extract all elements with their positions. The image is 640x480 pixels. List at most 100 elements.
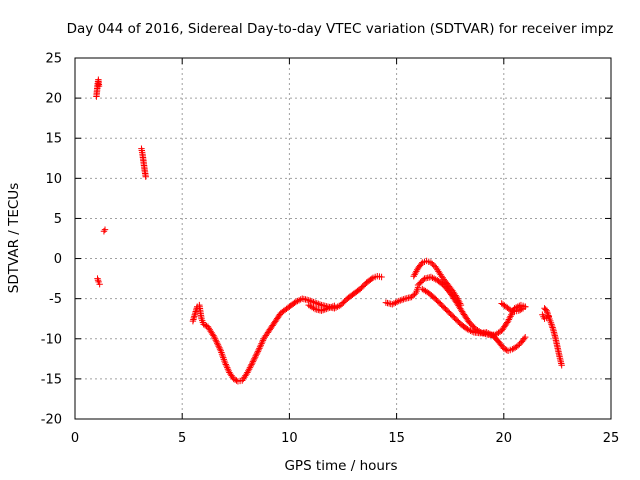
data-point xyxy=(243,370,250,378)
data-point xyxy=(512,304,520,311)
data-point xyxy=(212,337,219,344)
data-point xyxy=(254,349,261,357)
data-point xyxy=(395,297,402,305)
x-tick-label: 10 xyxy=(281,431,298,446)
y-tick-label: -15 xyxy=(41,372,62,387)
data-point xyxy=(294,297,301,305)
data-point xyxy=(295,297,303,304)
data-point xyxy=(211,333,218,341)
data-point xyxy=(505,305,513,313)
data-point xyxy=(465,326,473,334)
data-point xyxy=(211,335,219,342)
data-point xyxy=(313,300,320,307)
data-point xyxy=(504,317,512,325)
data-point xyxy=(505,316,513,323)
data-point xyxy=(508,311,515,318)
data-point xyxy=(437,271,444,278)
data-point xyxy=(259,337,267,344)
data-point xyxy=(408,293,415,301)
data-point xyxy=(253,351,260,358)
data-point xyxy=(464,325,471,333)
y-tick-labels: 25 20 15 10 5 0 -5 -10 -15 -20 xyxy=(41,52,62,428)
data-point xyxy=(485,329,492,337)
data-point xyxy=(331,302,338,310)
data-point xyxy=(472,325,480,333)
data-point xyxy=(393,298,401,306)
data-point xyxy=(252,352,260,359)
data-point xyxy=(321,306,328,313)
data-point xyxy=(308,303,316,311)
data-point xyxy=(319,306,327,314)
y-tick-label: 5 xyxy=(54,212,62,227)
data-point xyxy=(311,299,319,306)
data-point xyxy=(94,275,101,282)
data-point xyxy=(200,321,207,328)
data-point xyxy=(329,303,337,310)
data-point xyxy=(515,307,523,314)
data-point xyxy=(435,268,442,275)
data-point xyxy=(506,314,513,322)
data-point xyxy=(227,370,234,378)
data-point xyxy=(400,296,407,303)
x-tick-label: 15 xyxy=(388,431,405,446)
data-point xyxy=(310,304,317,312)
data-point xyxy=(101,226,109,233)
x-tick-label: 25 xyxy=(603,431,620,446)
data-point xyxy=(216,344,223,351)
data-point xyxy=(216,346,224,353)
data-points xyxy=(93,76,565,385)
data-point xyxy=(522,333,529,341)
data-point xyxy=(256,345,263,352)
data-point xyxy=(520,335,528,342)
data-point xyxy=(558,362,565,369)
y-tick-label: -5 xyxy=(49,292,62,307)
data-point xyxy=(100,228,108,235)
plot-area-frame xyxy=(74,57,612,420)
data-point xyxy=(315,300,322,308)
data-point xyxy=(292,298,300,306)
data-point xyxy=(224,366,232,373)
data-point xyxy=(389,301,396,308)
data-point xyxy=(517,306,524,314)
data-point xyxy=(94,277,102,284)
grid-lines xyxy=(75,58,611,419)
y-tick-label: 15 xyxy=(45,132,62,147)
data-point xyxy=(545,313,553,320)
data-point xyxy=(307,302,314,310)
data-point xyxy=(468,328,476,335)
data-point xyxy=(368,275,375,282)
data-point xyxy=(228,372,235,379)
data-point xyxy=(495,329,502,336)
data-point xyxy=(467,327,474,334)
data-point xyxy=(239,377,246,384)
data-point xyxy=(500,345,507,352)
data-point xyxy=(427,273,435,281)
data-point xyxy=(214,340,221,347)
data-point xyxy=(247,362,255,370)
data-point xyxy=(544,309,551,316)
data-point xyxy=(486,330,494,338)
y-axis-title: SDTVAR / TECUs xyxy=(6,183,22,293)
data-point xyxy=(244,369,251,376)
data-point xyxy=(250,356,257,364)
data-point xyxy=(316,301,324,308)
x-tick-labels: 0 5 10 15 20 25 xyxy=(71,431,619,446)
data-point xyxy=(392,299,399,306)
data-point xyxy=(240,375,247,383)
data-point xyxy=(225,367,232,375)
y-tick-label: 20 xyxy=(45,92,62,107)
data-point xyxy=(201,321,209,329)
data-point xyxy=(413,268,420,275)
data-point xyxy=(326,304,333,311)
data-point xyxy=(213,338,220,345)
data-point xyxy=(328,303,335,311)
data-point xyxy=(222,361,229,368)
y-tick-label: 0 xyxy=(54,252,62,267)
x-tick-label: 0 xyxy=(71,431,79,446)
data-point xyxy=(434,266,441,273)
data-point xyxy=(509,346,516,353)
data-point xyxy=(548,321,555,328)
data-point xyxy=(245,366,253,373)
data-point xyxy=(543,307,550,314)
data-point xyxy=(548,322,556,330)
